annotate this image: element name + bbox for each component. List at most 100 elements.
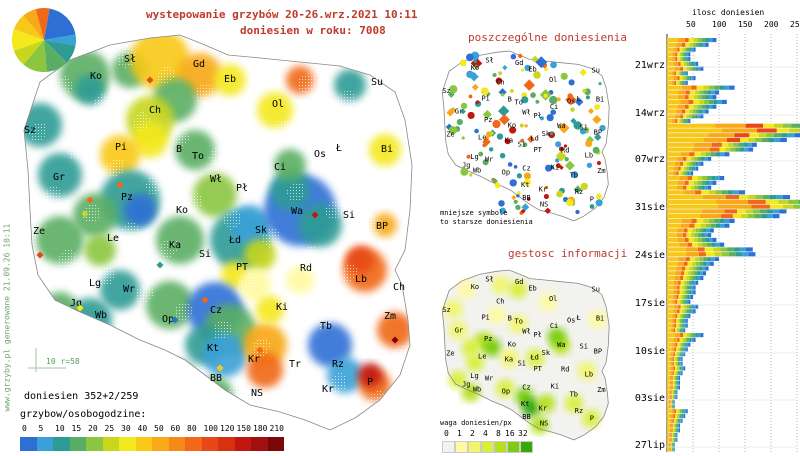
region-label: B — [176, 144, 182, 155]
svg-text:BP: BP — [594, 128, 602, 136]
region-label: Rz — [332, 359, 344, 370]
svg-text:BP: BP — [594, 347, 602, 355]
region-label: Kr — [322, 384, 334, 395]
svg-text:Ko: Ko — [508, 122, 516, 130]
legend-tick: 0 — [22, 424, 27, 433]
region-label: Eb — [224, 74, 236, 85]
legend-swatch — [168, 437, 185, 451]
report-dot[interactable] — [81, 210, 89, 218]
region-label: Kt — [207, 343, 219, 354]
page-subtitle: doniesien w roku: 7008 — [240, 24, 386, 37]
region-label: Ch — [149, 105, 161, 116]
svg-text:Ci: Ci — [550, 103, 558, 111]
report-dot[interactable] — [146, 76, 154, 84]
timeline-date-label: 31sie — [634, 202, 665, 213]
region-label: Le — [107, 233, 119, 244]
svg-text:Ch: Ch — [496, 79, 504, 87]
svg-text:Pi: Pi — [481, 314, 489, 322]
svg-text:Sł: Sł — [485, 276, 493, 284]
svg-text:Pł: Pł — [533, 331, 541, 339]
svg-text:Rd: Rd — [561, 366, 569, 374]
svg-text:Ki: Ki — [551, 382, 559, 390]
region-label: Cz — [210, 305, 222, 316]
region-label: Ka — [169, 240, 181, 251]
region-label: Sł — [124, 54, 136, 65]
svg-text:Kr: Kr — [539, 186, 547, 194]
svg-text:B: B — [508, 314, 512, 322]
region-label: Sz — [24, 125, 36, 136]
svg-text:Cz: Cz — [522, 384, 530, 392]
report-dot[interactable] — [156, 261, 164, 269]
report-dot[interactable] — [201, 296, 209, 304]
region-label: Ko — [90, 71, 102, 82]
region-label: Wb — [95, 310, 107, 321]
svg-text:Op: Op — [502, 387, 510, 395]
svg-text:Si: Si — [518, 360, 526, 368]
legend-swatch — [36, 437, 53, 451]
region-label: Ze — [33, 226, 45, 237]
region-label: Tb — [320, 321, 332, 332]
legend-swatch — [152, 437, 169, 451]
region-label: Sk — [255, 225, 267, 236]
svg-text:Ko: Ko — [471, 64, 479, 72]
svg-text:Bi: Bi — [596, 314, 604, 322]
report-dot[interactable] — [36, 251, 44, 259]
svg-text:Le: Le — [478, 353, 486, 361]
legend-swatch — [218, 437, 235, 451]
region-label: Gd — [193, 59, 205, 70]
svg-text:Sk: Sk — [542, 130, 551, 138]
svg-text:Sk: Sk — [542, 349, 551, 357]
report-dot[interactable] — [116, 181, 124, 189]
weight-tick: 32 — [518, 429, 528, 438]
legend-tick: 10 — [55, 424, 65, 433]
report-dot[interactable] — [311, 211, 319, 219]
report-dot[interactable] — [171, 316, 179, 324]
report-dot[interactable] — [391, 336, 399, 344]
svg-text:Ki: Ki — [551, 163, 559, 171]
svg-text:Wb: Wb — [473, 167, 481, 175]
region-label: Tr — [289, 359, 301, 370]
svg-text:P: P — [590, 415, 594, 423]
weight-swatch — [507, 441, 520, 453]
report-dot[interactable] — [256, 346, 264, 354]
region-label: Ci — [274, 162, 286, 173]
svg-text:Bi: Bi — [596, 95, 604, 103]
report-dot[interactable] — [86, 196, 94, 204]
region-label: Wa — [291, 206, 303, 217]
region-label: Gr — [53, 172, 65, 183]
region-label: Si — [343, 210, 355, 221]
legend-tick: 80 — [187, 424, 197, 433]
weight-swatch — [468, 441, 481, 453]
region-label: Lg — [89, 278, 101, 289]
svg-text:Ka: Ka — [505, 356, 513, 364]
svg-text:Sz: Sz — [442, 87, 450, 95]
weight-tick: 1 — [457, 429, 462, 438]
svg-text:Ł: Ł — [575, 314, 580, 322]
svg-text:Si: Si — [579, 343, 587, 351]
report-dot[interactable] — [76, 304, 84, 312]
region-label: Pi — [115, 142, 127, 153]
report-dot[interactable] — [216, 364, 224, 372]
region-label: BP — [376, 221, 388, 232]
svg-text:PT: PT — [533, 365, 542, 373]
svg-text:To: To — [515, 317, 523, 325]
timeline-date-label: 10sie — [634, 346, 665, 357]
region-label: Op — [162, 314, 174, 325]
svg-text:Su: Su — [592, 67, 600, 75]
svg-text:Si: Si — [518, 141, 526, 149]
svg-text:BB: BB — [522, 413, 530, 421]
timeline-date-label: 03sie — [634, 393, 665, 404]
svg-text:Rz: Rz — [575, 407, 583, 415]
timeline-date-label: 21wrz — [634, 60, 665, 71]
color-wheel-icon — [11, 8, 76, 72]
legend-tick: 40 — [137, 424, 148, 433]
svg-text:Wł: Wł — [522, 108, 530, 116]
svg-text:Ci: Ci — [550, 322, 558, 330]
svg-text:NS: NS — [540, 200, 548, 208]
legend-tick: 100 — [203, 424, 218, 433]
legend-swatch — [234, 437, 251, 451]
